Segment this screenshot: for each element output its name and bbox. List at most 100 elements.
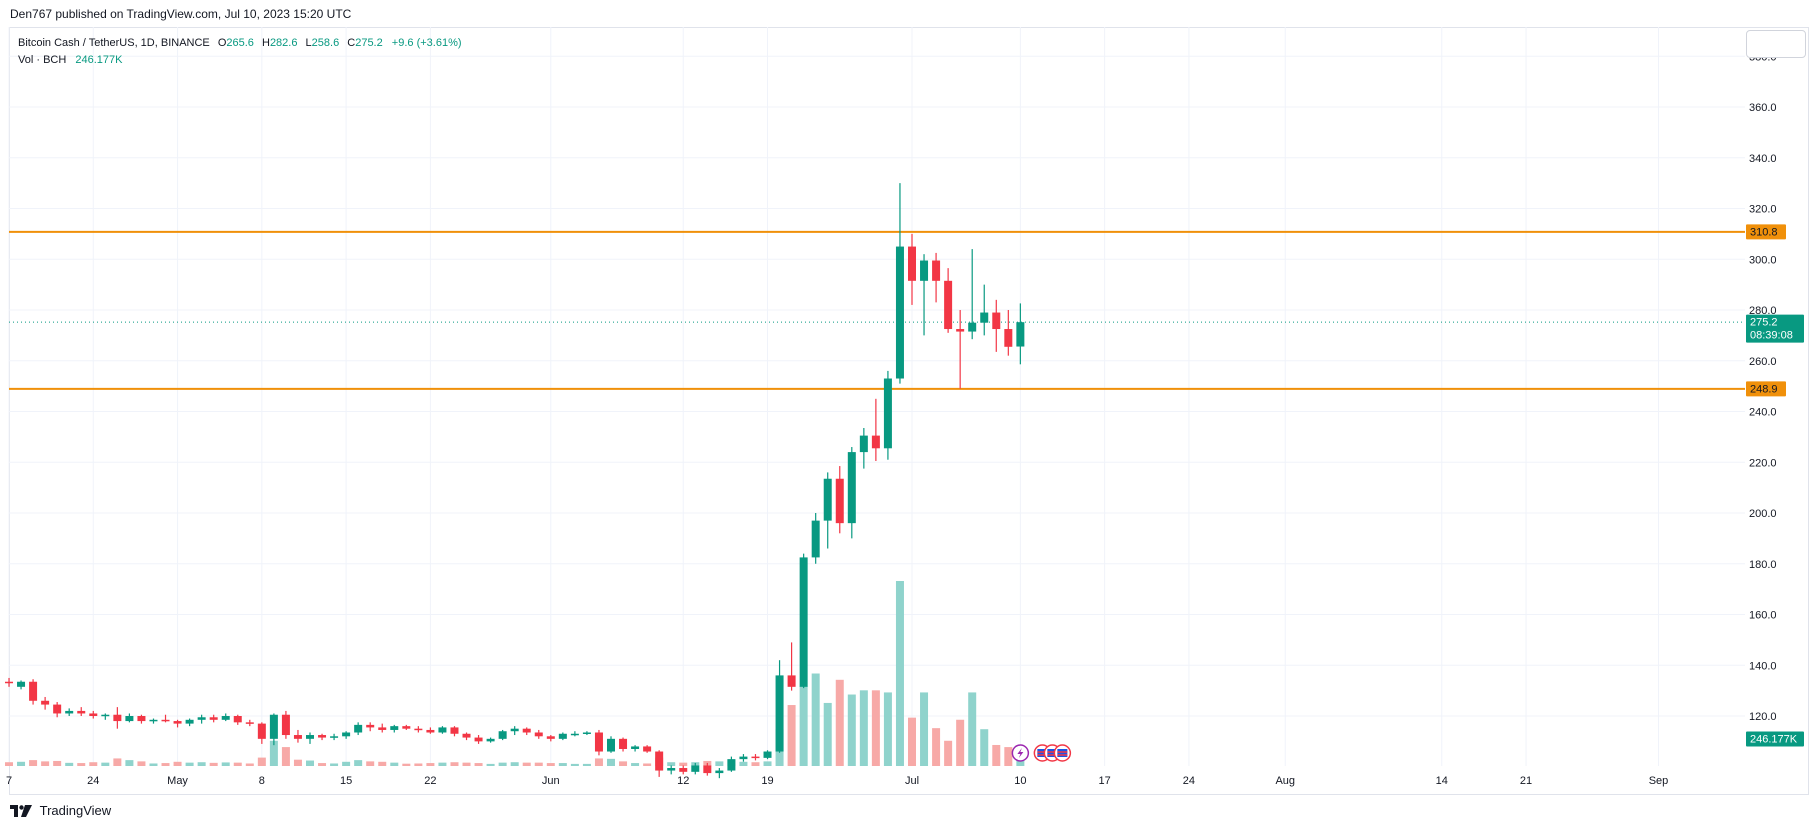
candle-body[interactable] bbox=[667, 768, 676, 771]
candle-body[interactable] bbox=[221, 716, 230, 720]
candle-body[interactable] bbox=[354, 724, 363, 733]
candle-body[interactable] bbox=[65, 710, 74, 714]
candle-body[interactable] bbox=[402, 726, 411, 729]
candle-body[interactable] bbox=[546, 736, 555, 739]
candle-body[interactable] bbox=[438, 727, 447, 733]
candle-body[interactable] bbox=[77, 710, 86, 714]
candle-body[interactable] bbox=[342, 732, 351, 737]
candle-body[interactable] bbox=[426, 729, 435, 733]
lightning-event-icon[interactable] bbox=[1011, 744, 1030, 762]
volume-label[interactable]: Vol · BCH bbox=[18, 54, 67, 66]
candle-body[interactable] bbox=[1016, 322, 1025, 347]
candle-body[interactable] bbox=[968, 322, 977, 332]
candle-body[interactable] bbox=[53, 704, 62, 714]
candle-body[interactable] bbox=[739, 756, 748, 760]
candle-body[interactable] bbox=[883, 378, 892, 449]
candle-body[interactable] bbox=[992, 312, 1001, 330]
price-axis[interactable]: 120.0 140.0 160.0 180.0 200.0 220.0 240.0 260.0… bbox=[1749, 51, 1777, 723]
candle-body[interactable] bbox=[871, 435, 880, 449]
candle-body[interactable] bbox=[29, 681, 38, 701]
candle-body[interactable] bbox=[414, 728, 423, 731]
candle-body[interactable] bbox=[257, 723, 266, 739]
candle-body[interactable] bbox=[330, 736, 339, 738]
brand-name[interactable]: TradingView bbox=[39, 803, 112, 819]
candle-body[interactable] bbox=[137, 716, 146, 722]
candle-body[interactable] bbox=[197, 717, 206, 720]
candle-body[interactable] bbox=[691, 765, 700, 772]
candle-body[interactable] bbox=[113, 714, 122, 722]
candle-body[interactable] bbox=[5, 681, 13, 684]
candle-body[interactable] bbox=[185, 719, 194, 724]
candle-body[interactable] bbox=[149, 719, 158, 722]
candle-body[interactable] bbox=[510, 728, 519, 732]
candle-body[interactable] bbox=[558, 733, 567, 739]
candle-body[interactable] bbox=[17, 681, 26, 687]
candle-body[interactable] bbox=[498, 731, 507, 739]
chart-settings-box[interactable] bbox=[1746, 30, 1806, 58]
candle-body[interactable] bbox=[534, 732, 543, 737]
event-markers[interactable] bbox=[1011, 744, 1072, 762]
candle-body[interactable] bbox=[643, 746, 652, 752]
tradingview-logo-icon[interactable] bbox=[10, 804, 32, 817]
candle-body[interactable] bbox=[835, 478, 844, 524]
candle-body[interactable] bbox=[679, 768, 688, 772]
candle-body[interactable] bbox=[89, 713, 98, 716]
candle-body[interactable] bbox=[101, 714, 110, 717]
candle-body[interactable] bbox=[474, 737, 483, 742]
candle-body[interactable] bbox=[775, 675, 784, 752]
open-value: 265.6 bbox=[226, 37, 254, 49]
us-flag-event-icon[interactable] bbox=[1053, 744, 1072, 762]
candle-body[interactable] bbox=[859, 435, 868, 453]
candle-body[interactable] bbox=[161, 719, 170, 722]
candle-body[interactable] bbox=[751, 756, 760, 759]
candle-body[interactable] bbox=[847, 452, 856, 524]
candle-body[interactable] bbox=[799, 557, 808, 687]
candle-body[interactable] bbox=[631, 746, 640, 749]
candle-body[interactable] bbox=[956, 329, 965, 332]
candle-body[interactable] bbox=[450, 727, 459, 734]
horizontal-levels[interactable] bbox=[9, 230, 1745, 390]
candle-body[interactable] bbox=[607, 738, 615, 752]
candle-body[interactable] bbox=[594, 732, 603, 752]
candle-body[interactable] bbox=[269, 714, 278, 739]
candle-body[interactable] bbox=[787, 675, 796, 687]
candle-body[interactable] bbox=[366, 724, 375, 728]
candle-body[interactable] bbox=[522, 728, 531, 733]
time-axis[interactable]: 7 24 May 8 15 22 Jun 12 19 Jul 10 17 24 Aug 14 21 Sep bbox=[6, 775, 1668, 787]
candle-body[interactable] bbox=[703, 765, 712, 774]
candle-body[interactable] bbox=[209, 717, 218, 720]
candle-body[interactable] bbox=[281, 714, 290, 736]
candle-body[interactable] bbox=[715, 770, 724, 774]
candle-body[interactable] bbox=[920, 260, 929, 281]
candle-body[interactable] bbox=[306, 735, 314, 739]
candle-body[interactable] bbox=[462, 733, 471, 738]
candles[interactable] bbox=[5, 183, 1025, 779]
candle-body[interactable] bbox=[125, 716, 134, 722]
candle-body[interactable] bbox=[570, 733, 579, 736]
candle-body[interactable] bbox=[1004, 329, 1013, 347]
candle-body[interactable] bbox=[980, 312, 989, 323]
candle-body[interactable] bbox=[619, 738, 628, 749]
candle-body[interactable] bbox=[582, 732, 591, 734]
symbol-title[interactable]: Bitcoin Cash / TetherUS, 1D, BINANCE bbox=[18, 37, 210, 49]
candle-body[interactable] bbox=[318, 735, 327, 738]
candle-body[interactable] bbox=[908, 246, 916, 281]
candle-body[interactable] bbox=[655, 751, 664, 771]
candle-body[interactable] bbox=[932, 260, 941, 281]
candle-body[interactable] bbox=[41, 700, 50, 705]
candle-body[interactable] bbox=[895, 246, 904, 379]
candle-body[interactable] bbox=[245, 722, 254, 724]
candle-body[interactable] bbox=[293, 735, 302, 739]
candle-body[interactable] bbox=[390, 726, 399, 730]
candle-body[interactable] bbox=[378, 727, 387, 730]
candle-body[interactable] bbox=[944, 280, 953, 330]
candle-body[interactable] bbox=[486, 738, 495, 742]
candle-body[interactable] bbox=[823, 478, 832, 521]
candle-body[interactable] bbox=[173, 721, 182, 724]
candle-body[interactable] bbox=[727, 759, 736, 771]
candle-body[interactable] bbox=[811, 520, 820, 558]
candle-body[interactable] bbox=[763, 751, 772, 758]
candle-body[interactable] bbox=[233, 716, 242, 723]
volume-bar bbox=[17, 761, 26, 766]
